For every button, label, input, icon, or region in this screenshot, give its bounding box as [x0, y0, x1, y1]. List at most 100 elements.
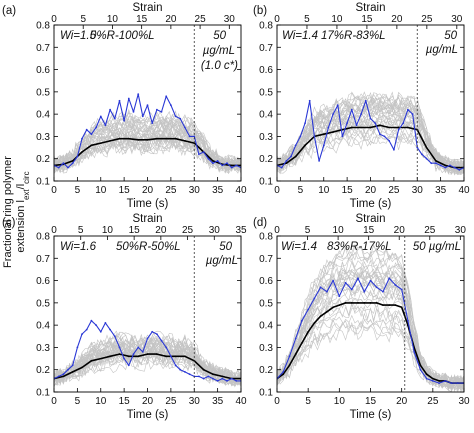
- single-molecule-series-point: [132, 111, 135, 113]
- single-molecule-series-point: [151, 122, 154, 124]
- average-series-point: [419, 364, 422, 367]
- average-series-point: [363, 302, 366, 304]
- single-molecule-series-point: [151, 330, 154, 333]
- x-tick-label: 25: [388, 185, 400, 196]
- single-molecule-series-point: [308, 99, 311, 102]
- single-molecule-series-point: [453, 166, 456, 169]
- x2-tick-label: 10: [331, 14, 343, 25]
- panel-annotation: 50%R-50%L: [116, 241, 181, 253]
- x-tick-label: 20: [396, 396, 408, 407]
- average-series-point: [174, 137, 177, 140]
- single-molecule-series-point: [127, 97, 130, 100]
- background-trace: [54, 133, 241, 173]
- average-series-point: [435, 160, 437, 162]
- single-molecule-series-point: [444, 380, 447, 382]
- x-tick-label: 10: [95, 396, 107, 407]
- single-molecule-series-point: [357, 277, 359, 280]
- panel-annotation: 50: [213, 30, 226, 42]
- single-molecule-series-point: [127, 364, 130, 367]
- plot-area: [277, 91, 464, 176]
- y-axis-title-upper: Fractional ring polymer: [2, 156, 14, 268]
- average-series-point: [109, 140, 111, 142]
- panel-annotation: µg/mL: [206, 255, 238, 267]
- x2-tick-label: 20: [391, 14, 403, 25]
- average-series-point: [425, 373, 428, 376]
- single-molecule-series-point: [341, 135, 344, 138]
- single-molecule-series-point: [202, 377, 205, 380]
- single-molecule-series-point: [411, 113, 414, 115]
- single-molecule-series-point: [174, 115, 177, 118]
- single-molecule-series-point: [360, 113, 362, 115]
- background-trace: [54, 342, 241, 385]
- y-tick-label: 0.8: [36, 21, 50, 32]
- y-title-line2: extension l: [15, 200, 27, 253]
- single-molecule-series-point: [90, 133, 93, 136]
- average-series-point: [350, 302, 353, 304]
- y-tick-label: 0.2: [36, 365, 50, 376]
- single-molecule-series-point: [449, 164, 451, 167]
- y-tick-label: 0.7: [259, 43, 273, 54]
- average-series-point: [375, 302, 378, 304]
- chart-panel-a: (a)0.10.20.30.40.50.60.70.80 5 10 15 20 25 30 3…: [2, 2, 247, 210]
- single-molecule-series-point: [174, 364, 177, 367]
- single-molecule-series-point: [99, 115, 102, 118]
- single-molecule-series-point: [431, 380, 434, 382]
- single-molecule-series-point: [216, 160, 219, 162]
- average-series-point: [301, 342, 303, 344]
- average-series-point: [71, 371, 74, 373]
- panel-annotation: 50: [444, 30, 457, 42]
- average-series-point: [288, 364, 291, 367]
- single-molecule-series-point: [85, 328, 88, 331]
- x-tick-label: 15: [365, 396, 377, 407]
- background-trace: [277, 324, 464, 390]
- background-trace: [54, 131, 241, 174]
- single-molecule-series-point: [327, 126, 330, 129]
- average-series-point: [165, 355, 168, 358]
- average-series-point: [127, 355, 130, 358]
- single-molecule-series-point: [288, 355, 291, 358]
- background-trace: [54, 122, 241, 172]
- x2-axis-title: Strain: [355, 2, 385, 14]
- panel-annotation: 0%R-100%L: [90, 30, 155, 42]
- single-molecule-series-point: [388, 140, 391, 142]
- single-molecule-series-point: [202, 151, 205, 153]
- average-series-point: [319, 315, 322, 318]
- average-series-point: [118, 137, 121, 140]
- y-tick-label: 0.5: [36, 298, 50, 309]
- single-molecule-series-point: [322, 144, 325, 147]
- single-molecule-series-point: [71, 162, 74, 165]
- average-series-point: [285, 162, 288, 165]
- single-molecule-series-point: [430, 162, 433, 165]
- background-trace: [277, 315, 464, 390]
- x2-tick-label: 25: [195, 14, 207, 25]
- background-trace: [54, 131, 241, 173]
- single-molecule-series-point: [141, 115, 144, 118]
- single-molecule-series-point: [170, 104, 172, 107]
- single-molecule-series-point: [137, 93, 140, 95]
- x-tick-label: 20: [365, 185, 377, 196]
- x2-tick-label: 5: [80, 14, 86, 25]
- single-molecule-series-point: [394, 284, 397, 286]
- x2-axis-title: Strain: [132, 2, 162, 14]
- single-molecule-series-point: [421, 153, 423, 156]
- x2-tick-label: 15: [363, 225, 375, 236]
- y-tick-label: 0.1: [259, 388, 273, 399]
- single-molecule-series-point: [76, 155, 79, 158]
- average-series-point: [397, 126, 400, 129]
- single-molecule-series-point: [294, 337, 297, 340]
- single-molecule-series-point: [165, 346, 168, 349]
- x-tick-label: 20: [142, 396, 154, 407]
- average-series-point: [71, 160, 74, 162]
- plot-area: [54, 93, 241, 175]
- single-molecule-series-point: [57, 375, 60, 378]
- y-tick-label: 0.1: [259, 177, 273, 188]
- y-tick-label: 0.7: [36, 43, 50, 54]
- single-molecule-series-point: [188, 373, 191, 376]
- single-molecule-series-point: [338, 295, 341, 298]
- y-tick-label: 0.2: [36, 154, 50, 165]
- single-molecule-series-point: [332, 113, 334, 115]
- single-molecule-series-point: [304, 122, 306, 124]
- x-tick-label: 0: [274, 396, 280, 407]
- average-series-point: [400, 306, 403, 309]
